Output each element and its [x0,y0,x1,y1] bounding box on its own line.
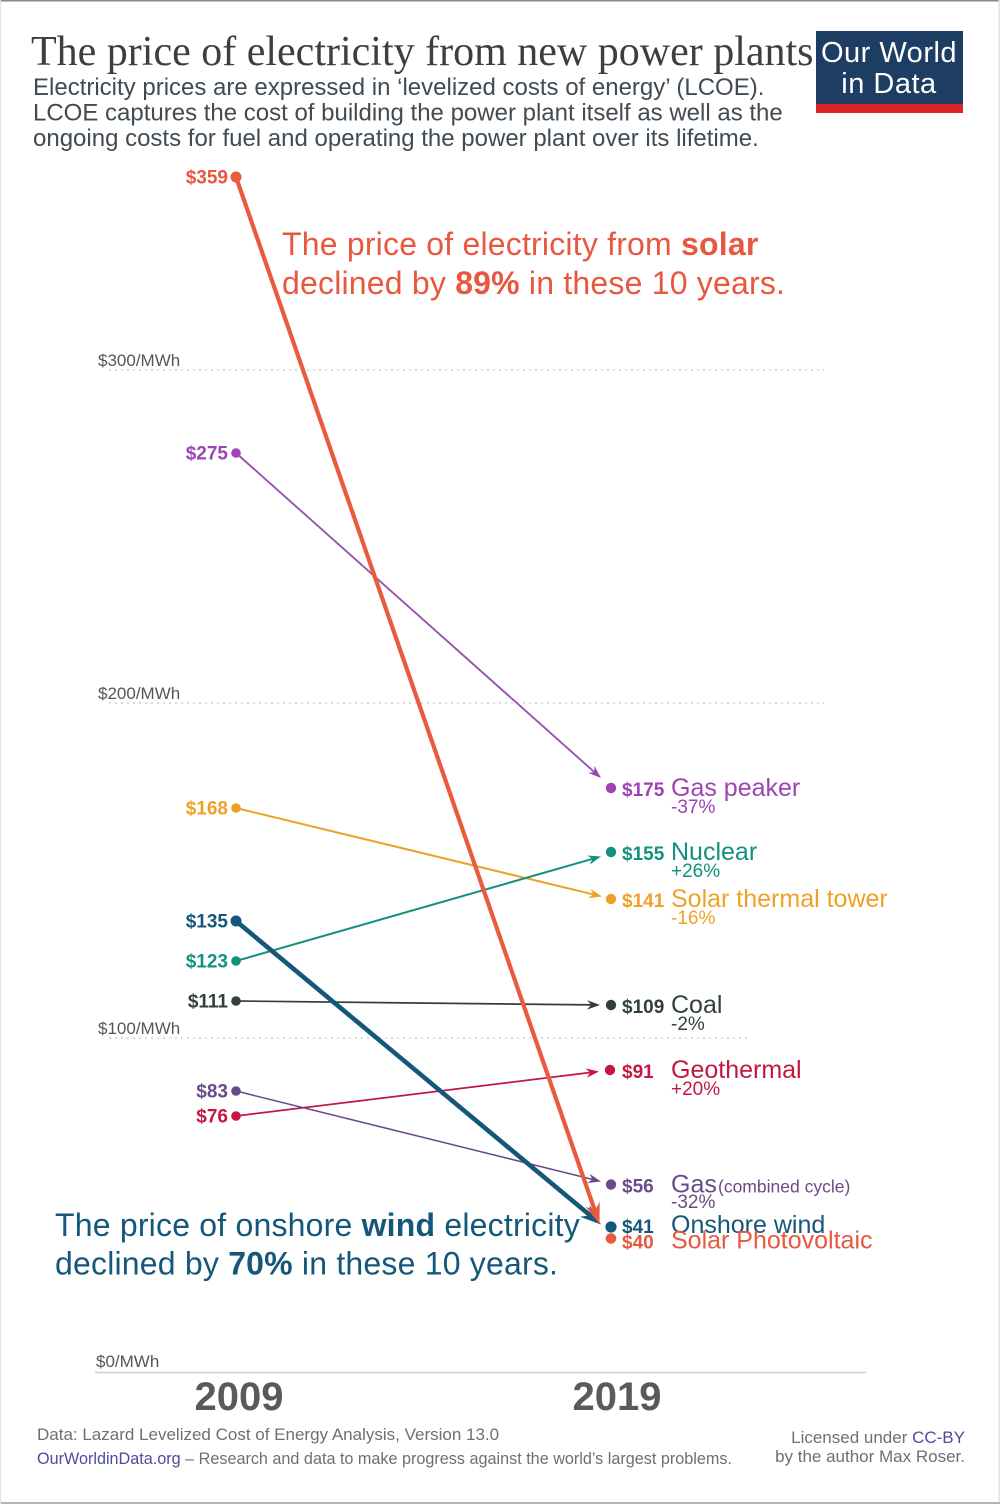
svg-text:$100/MWh: $100/MWh [98,1019,180,1038]
svg-text:$109: $109 [622,997,664,1018]
svg-text:Solar Photovoltaic: Solar Photovoltaic [671,1227,873,1255]
svg-text:-2%: -2% [671,1014,705,1035]
svg-text:Our World: Our World [821,37,957,69]
svg-text:$56: $56 [622,1177,654,1198]
svg-text:$155: $155 [622,844,665,865]
svg-text:+20%: +20% [671,1079,720,1100]
svg-text:Licensed under CC-BY: Licensed under CC-BY [791,1428,965,1447]
svg-text:declined by 89% in these 10 ye: declined by 89% in these 10 years. [282,265,785,301]
svg-text:$76: $76 [196,1107,228,1128]
svg-text:$83: $83 [196,1082,228,1103]
svg-text:-32%: -32% [671,1192,715,1213]
svg-text:The price of electricity from: The price of electricity from solar [282,226,758,262]
svg-text:-16%: -16% [671,908,715,929]
svg-text:LCOE captures the cost of buil: LCOE captures the cost of building the p… [33,100,783,127]
svg-text:The price of onshore wind elec: The price of onshore wind electricity [55,1207,580,1243]
svg-text:Data: Lazard Levelized Cost of: Data: Lazard Levelized Cost of Energy An… [37,1425,499,1444]
svg-text:Geothermal: Geothermal [671,1056,802,1084]
svg-text:Solar thermal tower: Solar thermal tower [671,885,888,913]
svg-text:declined by 70% in these 10 ye: declined by 70% in these 10 years. [55,1246,558,1282]
svg-text:$91: $91 [622,1062,654,1083]
svg-text:$41: $41 [622,1217,654,1238]
svg-text:(combined cycle): (combined cycle) [718,1177,850,1197]
svg-text:$111: $111 [188,992,229,1013]
svg-text:in Data: in Data [841,68,937,100]
svg-text:$359: $359 [186,168,228,189]
svg-text:-37%: -37% [671,797,715,818]
svg-text:Coal: Coal [671,991,722,1019]
svg-text:Gas peaker: Gas peaker [671,774,800,802]
svg-text:$275: $275 [186,444,229,465]
svg-text:Electricity prices are express: Electricity prices are expressed in ‘lev… [33,74,764,101]
svg-text:The price of electricity from: The price of electricity from new power … [31,29,814,75]
svg-text:$40: $40 [622,1233,654,1254]
svg-text:2019: 2019 [573,1375,662,1419]
svg-text:$200/MWh: $200/MWh [98,684,180,703]
svg-text:$0/MWh: $0/MWh [96,1352,159,1371]
svg-text:+26%: +26% [671,861,720,882]
svg-text:Gas: Gas [671,1171,717,1199]
svg-text:$300/MWh: $300/MWh [98,351,180,370]
svg-text:$135: $135 [186,912,229,933]
svg-text:$141: $141 [622,891,665,912]
svg-text:Nuclear: Nuclear [671,838,757,866]
svg-text:ongoing costs for fuel and ope: ongoing costs for fuel and operating the… [33,125,759,152]
svg-text:Onshore wind: Onshore wind [671,1211,825,1239]
svg-text:$123: $123 [186,952,228,973]
svg-text:2009: 2009 [195,1375,284,1419]
svg-text:by the author Max Roser.: by the author Max Roser. [775,1447,965,1466]
svg-text:$175: $175 [622,780,665,801]
svg-text:$168: $168 [186,799,228,820]
svg-text:OurWorldinData.org – Research: OurWorldinData.org – Research and data t… [37,1450,732,1468]
